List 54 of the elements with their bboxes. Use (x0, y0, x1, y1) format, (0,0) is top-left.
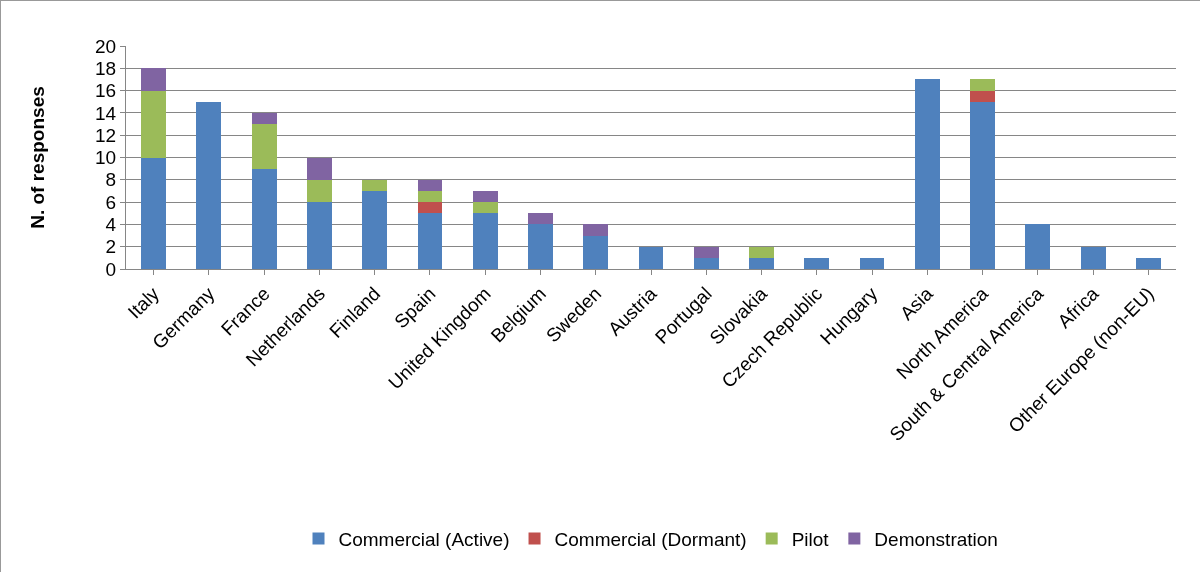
legend-label: Pilot (791, 528, 830, 550)
bar (804, 257, 830, 269)
legend-label: Commercial (Dormant) (554, 528, 747, 550)
bar (196, 101, 222, 269)
bar (472, 213, 498, 269)
bar (472, 202, 498, 214)
y-tick-label: 4 (105, 214, 117, 236)
y-tick-label: 0 (105, 258, 117, 280)
bar (362, 179, 388, 191)
bar (693, 257, 719, 269)
bar (970, 79, 996, 91)
bar (1025, 224, 1051, 269)
bar (749, 246, 774, 258)
bar (528, 213, 553, 225)
legend-label: Commercial (Active) (338, 528, 510, 550)
bar (306, 157, 332, 180)
bar (251, 168, 277, 269)
y-axis-title: N. of responses (26, 86, 48, 229)
y-tick-label: 2 (105, 236, 117, 258)
bar (1080, 246, 1106, 269)
x-tick-label: Asia (895, 282, 938, 324)
y-tick-label: 18 (95, 57, 117, 79)
bar (362, 190, 388, 269)
bar (417, 179, 443, 191)
bar (141, 157, 167, 269)
bar (141, 68, 167, 91)
bar (970, 101, 996, 269)
y-tick-label: 12 (95, 124, 117, 146)
bar (251, 112, 277, 125)
bar (528, 224, 553, 269)
bar (970, 90, 996, 102)
y-tick-label: 14 (95, 102, 117, 124)
bar (306, 202, 332, 269)
bar (914, 79, 940, 269)
bar (638, 246, 664, 269)
y-tick-label: 10 (95, 147, 117, 169)
legend-label: Demonstration (874, 528, 998, 550)
bar (141, 90, 167, 158)
bar (251, 124, 277, 169)
bar (417, 213, 443, 269)
y-tick-label: 20 (95, 35, 117, 57)
bar (693, 246, 719, 258)
bar (749, 257, 774, 269)
y-tick-label: 6 (105, 191, 117, 213)
y-tick-label: 8 (105, 169, 117, 191)
bar (472, 190, 498, 203)
bar (306, 179, 332, 203)
bar (859, 257, 885, 269)
bar (1135, 257, 1161, 269)
y-tick-label: 16 (95, 80, 117, 102)
bar (583, 224, 609, 236)
bar (583, 235, 609, 269)
bar (417, 202, 443, 214)
bar (417, 190, 443, 203)
